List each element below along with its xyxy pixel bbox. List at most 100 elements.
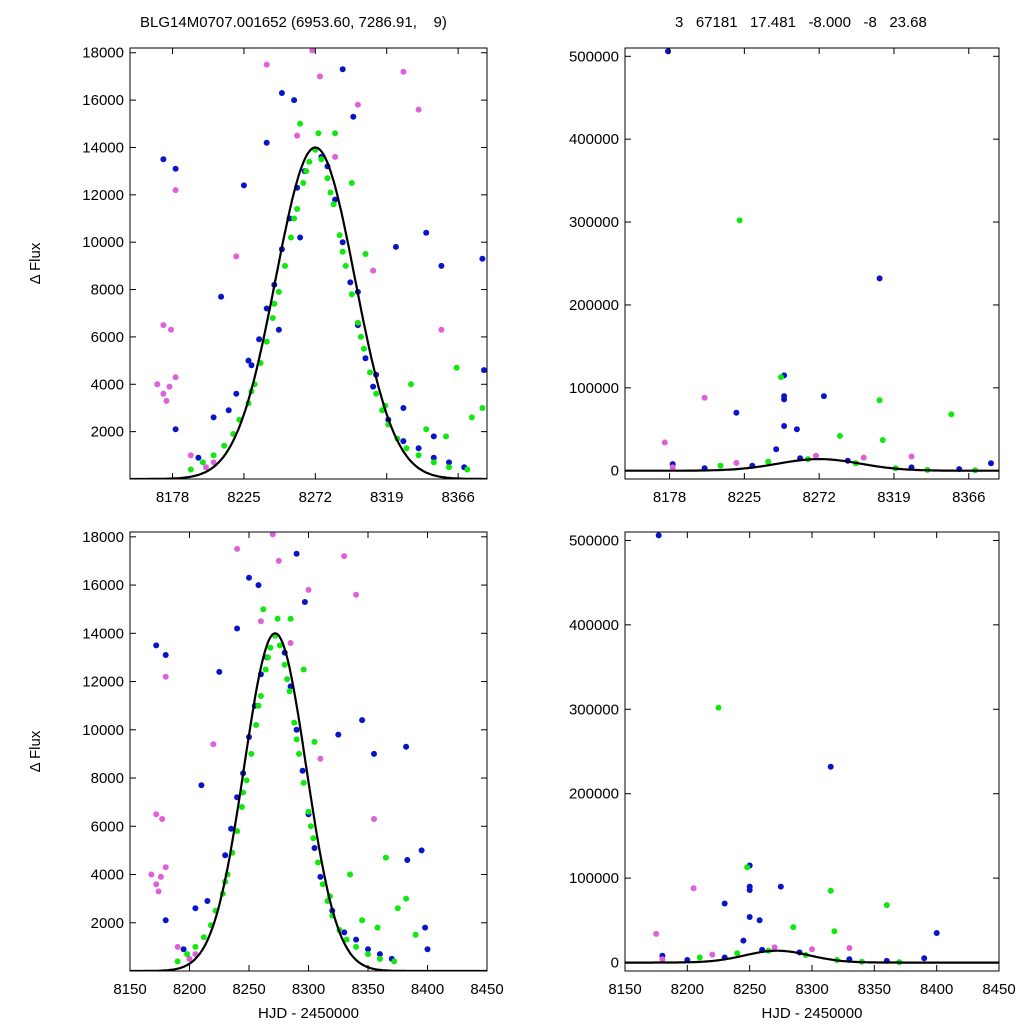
- data-point-blue: [479, 255, 486, 262]
- data-point-green: [291, 215, 298, 222]
- data-point-green: [200, 934, 207, 941]
- x-tick-label: 8319: [370, 489, 403, 506]
- data-point-blue: [370, 383, 377, 390]
- data-point-blue: [255, 582, 262, 589]
- data-point-blue: [481, 367, 487, 374]
- data-point-green: [391, 958, 398, 965]
- data-point-magenta: [160, 390, 167, 397]
- data-point-blue: [293, 726, 300, 733]
- data-point-green: [210, 452, 217, 459]
- model-curve: [625, 949, 999, 964]
- data-point-blue: [740, 937, 747, 944]
- y-tick-label: 14000: [82, 139, 124, 156]
- data-point-blue: [218, 293, 225, 300]
- y-tick-label: 300000: [569, 214, 619, 231]
- y-tick-label: 2000: [91, 915, 124, 932]
- data-point-magenta: [353, 591, 360, 598]
- data-point-blue: [446, 459, 452, 466]
- data-point-green: [275, 288, 282, 295]
- data-point-green: [339, 248, 346, 255]
- data-point-green: [291, 719, 298, 726]
- data-point-green: [294, 206, 301, 212]
- data-point-green: [342, 262, 349, 269]
- data-point-blue: [162, 917, 169, 924]
- data-point-green: [262, 666, 269, 673]
- data-point-magenta: [415, 106, 422, 113]
- data-point-green: [423, 426, 430, 433]
- data-point-green: [744, 864, 751, 871]
- x-tick-label: 8225: [227, 489, 260, 506]
- data-point-blue: [153, 642, 160, 649]
- data-point-green: [736, 217, 743, 224]
- y-tick-label: 300000: [569, 701, 619, 718]
- data-point-magenta: [354, 101, 361, 108]
- y-tick-label: 0: [611, 955, 619, 972]
- data-point-blue: [820, 393, 827, 400]
- data-point-magenta: [661, 439, 668, 446]
- data-point-magenta: [233, 253, 240, 260]
- data-point-blue: [332, 196, 339, 203]
- data-point-green: [248, 750, 255, 757]
- x-tick-label: 8300: [292, 981, 325, 998]
- data-point-green: [831, 928, 838, 935]
- data-point-green: [319, 881, 326, 888]
- data-point-green: [367, 369, 373, 376]
- data-point-blue: [180, 946, 187, 953]
- data-point-blue: [359, 717, 366, 724]
- data-point-blue: [362, 355, 369, 362]
- data-point-green: [357, 333, 364, 340]
- y-tick-label: 8000: [91, 282, 124, 299]
- data-point-blue: [234, 625, 241, 632]
- data-point-green: [284, 676, 291, 683]
- x-tick-label: 8300: [795, 981, 828, 998]
- x-tick-label: 8150: [113, 981, 146, 998]
- data-point-magenta: [257, 618, 264, 625]
- data-point-green: [327, 189, 334, 196]
- data-point-blue: [347, 279, 354, 286]
- data-point-blue: [228, 825, 235, 832]
- y-tick-label: 6000: [91, 818, 124, 835]
- data-point-green: [263, 338, 270, 345]
- data-point-green: [343, 936, 350, 943]
- data-point-blue: [756, 917, 763, 924]
- data-point-blue: [353, 936, 360, 943]
- data-point-blue: [746, 914, 753, 920]
- plot-frame: [624, 531, 1000, 972]
- data-point-green: [311, 738, 318, 745]
- data-points: [625, 532, 999, 966]
- data-point-blue: [216, 668, 223, 675]
- plot-frame: [129, 531, 488, 972]
- data-point-blue: [424, 946, 431, 953]
- data-points: [130, 532, 487, 971]
- data-point-magenta: [187, 452, 194, 459]
- data-point-green: [307, 823, 314, 830]
- data-point-magenta: [162, 673, 169, 680]
- data-point-magenta: [813, 452, 819, 459]
- x-axis-label: HJD - 2450000: [762, 1005, 863, 1022]
- x-tick-label: 8366: [952, 489, 985, 506]
- panel-top-right: 8178 8225 8272 8319 8366 0 100000 200000 300000 4…: [569, 47, 1000, 506]
- data-point-magenta: [809, 946, 815, 953]
- data-point-magenta: [309, 48, 316, 54]
- data-point-blue: [430, 454, 437, 461]
- data-point-blue: [246, 574, 252, 581]
- data-point-green: [288, 234, 294, 241]
- data-point-green: [318, 156, 325, 163]
- data-point-blue: [933, 930, 940, 936]
- data-point-blue: [793, 426, 800, 433]
- data-point-magenta: [234, 545, 241, 552]
- data-point-green: [267, 644, 274, 651]
- data-point-green: [315, 130, 322, 137]
- data-point-magenta: [157, 873, 164, 880]
- data-point-green: [948, 411, 955, 418]
- data-point-blue: [339, 239, 346, 246]
- data-point-blue: [195, 454, 202, 461]
- data-point-green: [376, 955, 383, 962]
- panel-bottom-left: 8150 8200 8250 8300 8350 8400 8450 2000 4000 6000…: [27, 529, 504, 1022]
- data-point-blue: [430, 433, 437, 440]
- x-tick-label: 8366: [441, 489, 474, 506]
- data-point-green: [265, 654, 271, 661]
- data-point-magenta: [163, 397, 170, 404]
- data-point-blue: [422, 924, 429, 931]
- data-point-green: [221, 442, 228, 449]
